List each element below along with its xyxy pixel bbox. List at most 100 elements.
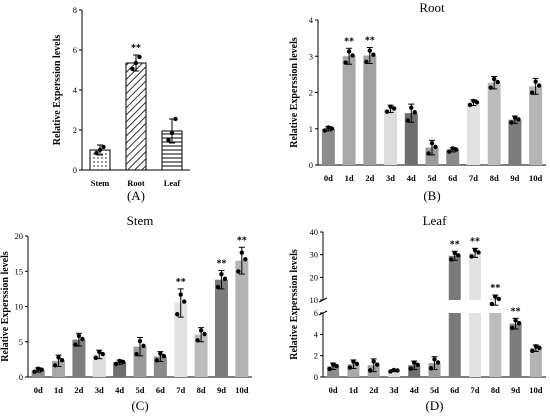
data-point [447, 149, 452, 154]
bar [194, 334, 208, 377]
data-point [408, 366, 413, 371]
significance-label: ** [216, 259, 226, 270]
x-tick-label: 3d [389, 385, 398, 395]
data-point [435, 360, 441, 365]
data-point [364, 59, 369, 65]
data-point [326, 125, 331, 130]
data-point [388, 104, 393, 109]
data-point [182, 299, 187, 304]
data-point [158, 351, 163, 356]
x-tick-label: 10d [529, 173, 543, 183]
bar [72, 339, 86, 377]
data-point [449, 257, 454, 262]
data-point [101, 144, 106, 150]
x-tick-label: 1d [349, 385, 358, 395]
data-point [35, 366, 41, 371]
data-point [354, 361, 360, 366]
y-tick-label: 20 [15, 231, 24, 241]
x-tick-label: 7d [469, 173, 478, 183]
panel-c: 0 5 10 15 20 0d 1d 2d 3d 4d 5d 6d ** 7d 8d ** 9d ** 10d Rel… [0, 213, 252, 413]
data-point [52, 363, 58, 368]
panel-label: (A) [127, 188, 145, 203]
data-point [32, 369, 37, 374]
data-point [537, 345, 542, 351]
data-point [467, 102, 473, 108]
data-point [533, 344, 539, 349]
y-tick-label: 10 [15, 302, 24, 312]
data-point [371, 52, 376, 57]
data-point [175, 312, 180, 317]
y-tick-label: 4 [314, 329, 319, 339]
significance-label: ** [470, 236, 480, 247]
data-point [166, 137, 171, 143]
data-point [169, 130, 175, 136]
bar [508, 119, 522, 165]
y-tick-label: 0 [73, 165, 77, 175]
data-point [415, 362, 420, 368]
data-point [202, 331, 207, 337]
data-point [137, 54, 142, 60]
data-point [94, 150, 99, 156]
bar [363, 55, 377, 165]
data-point [450, 146, 455, 151]
data-point [343, 60, 348, 65]
data-point [100, 351, 105, 357]
y-axis-label: Relative Experssion levels [289, 37, 300, 148]
data-point [329, 126, 335, 131]
y-tick-label: 4 [309, 15, 314, 25]
y-tick-label: 10 [310, 295, 319, 305]
data-point [432, 357, 437, 362]
x-tick-label: 1d [345, 173, 354, 183]
x-tick-label: 6d [448, 173, 457, 183]
data-point [161, 353, 167, 359]
x-tick-label: 5d [428, 173, 437, 183]
bar [125, 62, 147, 171]
data-point [215, 284, 221, 290]
bar [174, 302, 188, 377]
x-tick-label: 9d [510, 173, 519, 183]
bar [342, 56, 356, 165]
data-point [391, 106, 397, 111]
bar [466, 102, 480, 165]
data-point [134, 351, 139, 357]
data-point [395, 368, 400, 373]
y-tick-label: 15 [15, 266, 24, 276]
chart-title: Leaf [423, 213, 447, 228]
significance-label: ** [176, 277, 186, 288]
data-point [488, 85, 493, 90]
y-tick-label: 0 [309, 160, 313, 170]
x-tick-label: 6d [156, 385, 165, 395]
bar [214, 279, 228, 377]
data-point [456, 253, 461, 258]
panel-label: (D) [425, 398, 443, 413]
x-tick-label: 2d [74, 385, 83, 395]
bar [509, 323, 522, 377]
data-point [493, 294, 498, 299]
bar [404, 113, 418, 165]
significance-label: ** [511, 306, 521, 317]
x-tick-label: 6d [450, 385, 459, 395]
data-point [219, 272, 224, 277]
bar [448, 255, 461, 300]
bar [384, 108, 398, 165]
data-point [530, 348, 535, 353]
data-point [533, 79, 538, 84]
y-tick-label: 2 [309, 88, 313, 98]
data-point [327, 366, 332, 372]
data-point [429, 141, 435, 146]
data-point [178, 292, 183, 297]
bar [489, 313, 502, 377]
panel-label: (B) [423, 188, 440, 203]
y-tick-label: 4 [73, 85, 78, 95]
data-point [93, 355, 98, 361]
y-tick-label: 5 [19, 337, 23, 347]
data-point [59, 358, 65, 363]
panel-d: 0 2 4 6 10 20 30 40 0d 1d 2d 3d 4d 5d ** 6d ** 7d ** 8d ** 9d… [289, 213, 546, 413]
data-point [536, 83, 542, 88]
data-point [509, 325, 515, 331]
data-point [334, 363, 339, 369]
bar [387, 370, 400, 377]
x-tick-label: 0d [329, 385, 338, 395]
data-point [198, 328, 204, 333]
significance-label: ** [365, 36, 375, 47]
